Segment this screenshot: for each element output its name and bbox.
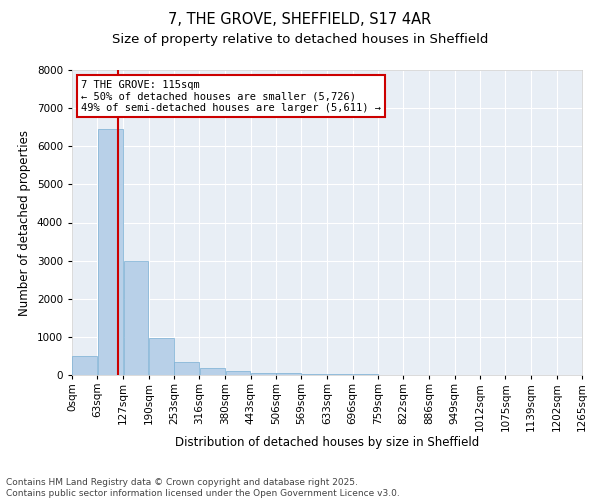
Bar (302, 374, 327, 375)
Y-axis label: Number of detached properties: Number of detached properties (18, 130, 31, 316)
Bar (277, 374, 301, 375)
Bar (353, 374, 377, 375)
Text: Contains HM Land Registry data © Crown copyright and database right 2025.
Contai: Contains HM Land Registry data © Crown c… (6, 478, 400, 498)
Bar (124, 262, 148, 375)
Bar (73, 356, 97, 375)
Bar (200, 368, 225, 375)
Bar (175, 362, 199, 375)
Bar (98, 129, 123, 375)
Text: Size of property relative to detached houses in Sheffield: Size of property relative to detached ho… (112, 32, 488, 46)
Bar (226, 371, 250, 375)
Bar (149, 338, 173, 375)
Bar (251, 372, 275, 375)
X-axis label: Distribution of detached houses by size in Sheffield: Distribution of detached houses by size … (175, 436, 479, 449)
Bar (328, 374, 352, 375)
Text: 7 THE GROVE: 115sqm
← 50% of detached houses are smaller (5,726)
49% of semi-det: 7 THE GROVE: 115sqm ← 50% of detached ho… (81, 80, 381, 112)
Text: 7, THE GROVE, SHEFFIELD, S17 4AR: 7, THE GROVE, SHEFFIELD, S17 4AR (169, 12, 431, 28)
